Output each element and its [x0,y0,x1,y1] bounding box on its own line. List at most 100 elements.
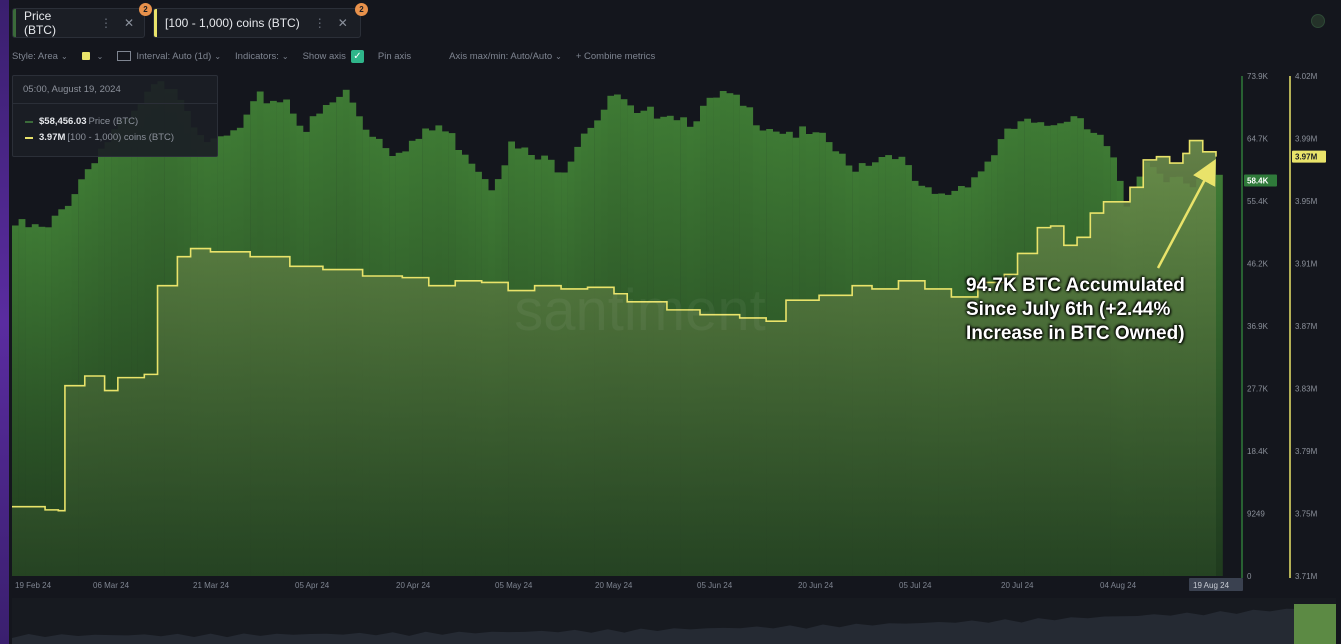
more-icon[interactable]: ⋮ [313,16,326,30]
price-bar [91,163,99,576]
interval-label: Interval: Auto (1d) [136,50,212,62]
x-axis: 19 Feb 24 06 Mar 24 21 Mar 24 05 Apr 24 20 A… [15,578,1243,591]
x-tick-label: 20 Jun 24 [798,581,834,590]
coins-area-series [12,139,1217,577]
price-tick-label: 27.7K [1247,385,1269,394]
price-bar [144,91,152,576]
price-bar [18,219,26,576]
chevron-down-icon: ⌄ [60,51,68,61]
price-tick-label: 0 [1247,572,1252,581]
tab-badge: 2 [139,3,152,16]
tooltip-row-coins: 3.97M [100 - 1,000) coins (BTC) [25,132,174,143]
price-bar [1216,174,1223,577]
x-tick-label: 05 Jun 24 [697,581,733,590]
pin-axis-label: Pin axis [377,50,412,62]
color-picker[interactable]: ⌄ [81,51,104,61]
x-tick-label: 20 Apr 24 [396,581,431,590]
price-current-label: 58.4K [1247,176,1269,185]
price-bar [131,110,138,576]
annotation-arrow [1156,158,1216,269]
series-marker [25,136,33,139]
navigator-area [12,606,1336,644]
indicators-label: Indicators: [235,50,279,62]
x-current-badge [1189,578,1243,591]
indicators-dropdown[interactable]: Indicators: ⌄ [235,51,289,62]
combine-metrics-button[interactable]: + Combine metrics [576,51,655,62]
chevron-down-icon: ⌄ [555,51,562,61]
left-accent-bar [0,0,9,644]
price-bar [38,226,46,577]
status-indicator-icon[interactable] [1311,14,1325,28]
x-tick-label: 19 Aug 24 [1193,581,1230,590]
coins-current-badge [1292,150,1326,163]
pin-axis-toggle[interactable]: Pin axis [378,51,411,62]
coins-tick-label: 3.83M [1295,385,1318,394]
price-bar [25,227,32,576]
tab-label: Price (BTC) [23,9,56,37]
style-label: Style: Area [12,50,58,62]
tooltip-date: 05:00, August 19, 2024 [23,84,121,95]
coins-current-label: 3.97M [1295,153,1318,162]
close-icon[interactable]: ✕ [337,16,348,30]
coins-tick-label: 3.71M [1295,572,1318,581]
checkbox-checked-icon[interactable]: ✓ [350,49,364,63]
x-tick-label: 21 Mar 24 [193,581,230,590]
price-bar [58,209,66,577]
price-bar [124,118,132,576]
chart-toolbar: Style: Area ⌄ ⌄ Interval: Auto (1d) ⌄ Indi… [12,48,669,64]
coins-tick-label: 3.99M [1295,135,1318,144]
tab-label: [100 - 1,000) coins (BTC) [165,16,300,30]
show-axis-label: Show axis [302,50,346,62]
chart-annotation: 94.7K BTC Accumulated Since July 6th (+2… [966,275,1185,344]
tooltip-coins-value: 3.97M [39,132,66,143]
tooltip-price-value: $58,456.03 [39,116,87,127]
coins-axis[interactable]: 3.71M 3.75M 3.79M 3.83M 3.87M 3.91M 3.95M 3.99M… [1289,72,1326,581]
chevron-down-icon: ⌄ [214,51,222,61]
tab-price-btc[interactable]: Price (BTC) ⋮ ✕ 2 [12,3,152,38]
crosshair-tooltip: 05:00, August 19, 2024 $58,456.03 Price … [12,75,218,157]
tooltip-row-price: $58,456.03 Price (BTC) [25,116,138,127]
chevron-down-icon: ⌄ [281,51,289,61]
x-tick-label: 06 Mar 24 [93,581,130,590]
chevron-down-icon: ⌄ [96,51,104,61]
combine-metrics-label: + Combine metrics [575,50,656,62]
navigator-selection[interactable] [1294,604,1336,644]
x-tick-label: 05 May 24 [495,581,533,590]
calendar-icon [117,51,132,61]
price-bar [98,148,105,576]
x-tick-label: 20 Jul 24 [1001,581,1034,590]
axis-maxmin-label: Axis max/min: Auto/Auto [449,50,553,62]
x-tick-label: 05 Apr 24 [295,581,330,590]
price-tick-label: 64.7K [1247,135,1269,144]
tooltip-divider [13,103,217,104]
show-axis-toggle[interactable]: Show axis ✓ [302,49,364,63]
price-tick-label: 18.4K [1247,447,1269,456]
price-bar [51,215,59,576]
style-dropdown[interactable]: Style: Area ⌄ [12,51,68,62]
watermark-text: santiment [514,278,765,343]
price-tick-label: 55.4K [1247,197,1269,206]
tab-coins-btc[interactable]: [100 - 1,000) coins (BTC) ⋮ ✕ 2 [153,3,368,38]
price-bar [31,224,39,576]
close-icon[interactable]: ✕ [123,16,134,30]
price-bar [111,129,118,576]
more-icon[interactable]: ⋮ [99,16,112,30]
price-axis: 0 9249 18.4K 27.7K 36.9K 46.2K 55.4K 64.7K 73.9K… [1241,72,1277,581]
price-bar [12,225,19,576]
interval-dropdown[interactable]: Interval: Auto (1d) ⌄ [117,51,221,62]
coins-area-fill [12,140,1216,577]
axis-maxmin-dropdown[interactable]: Axis max/min: Auto/Auto ⌄ [449,51,562,62]
price-bar [117,119,125,576]
price-bar [104,142,112,576]
coins-tick-label: 3.95M [1295,197,1318,206]
coins-tick-label: 3.91M [1295,260,1318,269]
range-navigator[interactable] [12,598,1336,644]
price-tick-label: 46.2K [1247,260,1269,269]
x-tick-label: 20 May 24 [595,581,633,590]
tab-badge: 2 [355,3,368,16]
color-swatch [81,52,90,60]
coins-tick-label: 3.75M [1295,510,1318,519]
price-bar [78,179,85,577]
tooltip-price-label: Price (BTC) [88,116,139,127]
